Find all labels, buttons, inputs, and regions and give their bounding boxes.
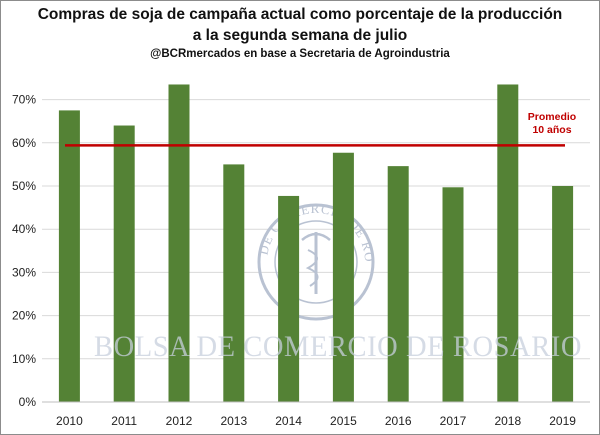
watermark-caduceus-wings bbox=[301, 232, 331, 241]
chart-title-line-2: a la segunda semana de julio bbox=[192, 27, 408, 44]
x-tick-label: 2019 bbox=[549, 414, 576, 428]
y-tick-label: 30% bbox=[12, 265, 36, 279]
x-tick-label: 2012 bbox=[166, 414, 193, 428]
x-tick-label: 2017 bbox=[440, 414, 467, 428]
average-label-line: 10 años bbox=[532, 124, 571, 136]
x-tick-label: 2018 bbox=[494, 414, 521, 428]
watermark-seal-inner bbox=[274, 220, 358, 304]
x-tick-label: 2015 bbox=[330, 414, 357, 428]
y-tick-label: 10% bbox=[12, 352, 36, 366]
y-tick-label: 70% bbox=[12, 93, 36, 107]
bar-2014 bbox=[278, 195, 300, 402]
y-tick-label: 20% bbox=[12, 309, 36, 323]
average-label-line: Promedio bbox=[528, 111, 576, 123]
chart-title-line-1: Compras de soja de campaña actual como p… bbox=[37, 6, 563, 23]
x-tick-label: 2013 bbox=[220, 414, 247, 428]
bar-2013 bbox=[223, 164, 245, 402]
watermark-caduceus-snake bbox=[305, 249, 319, 287]
x-tick-label: 2016 bbox=[385, 414, 412, 428]
chart-subtitle: @BCRmercados en base a Secretaria de Agr… bbox=[150, 48, 450, 60]
bar-2017 bbox=[442, 187, 464, 402]
watermark-seal-outer bbox=[257, 203, 375, 321]
y-tick-label: 50% bbox=[12, 179, 36, 193]
bar-2018 bbox=[497, 84, 519, 402]
x-tick-label: 2010 bbox=[56, 414, 83, 428]
bar-2016 bbox=[387, 166, 409, 402]
bar-2015 bbox=[332, 152, 354, 402]
y-tick-label: 60% bbox=[12, 136, 36, 150]
bar-2019 bbox=[552, 186, 574, 402]
bar-2010 bbox=[58, 110, 80, 403]
y-tick-label: 40% bbox=[12, 222, 36, 236]
y-tick-label: 0% bbox=[19, 395, 37, 409]
x-tick-label: 2014 bbox=[275, 414, 302, 428]
bar-2011 bbox=[113, 125, 135, 403]
x-tick-label: 2011 bbox=[111, 414, 137, 428]
watermark-text: BOLSA DE COMERCIO DE ROSARIO bbox=[94, 330, 582, 363]
bar-2012 bbox=[168, 84, 190, 402]
